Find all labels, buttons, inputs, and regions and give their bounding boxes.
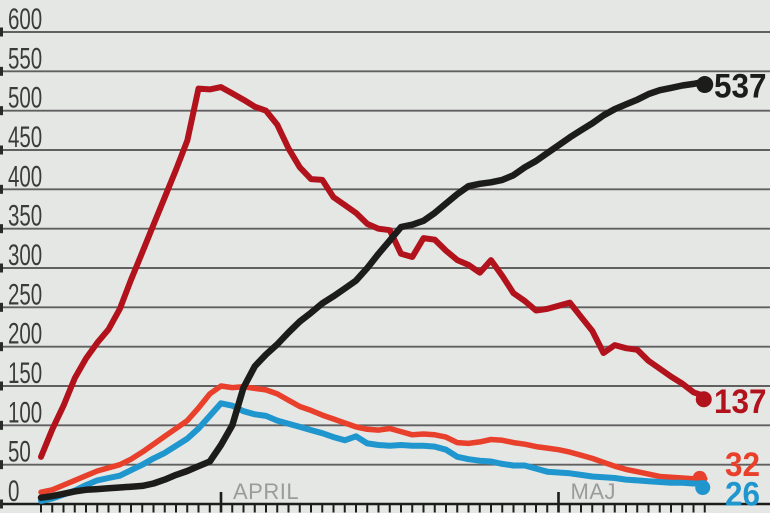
y-axis-tick (0, 184, 3, 194)
y-axis-label: 200 (8, 318, 42, 351)
series-end-dot-blue-line (695, 480, 711, 496)
series-blue-line (38, 400, 708, 504)
y-axis-tick (0, 420, 3, 430)
y-axis-label: 500 (8, 82, 42, 115)
y-axis-tick (0, 224, 3, 234)
y-axis-label: 400 (8, 160, 42, 193)
y-axis-tick (0, 263, 3, 273)
y-axis-label: 100 (8, 396, 42, 429)
y-axis-label: 250 (8, 278, 42, 311)
y-axis-tick (0, 460, 3, 470)
y-axis-label: 350 (8, 200, 42, 233)
y-axis-label: 0 (8, 475, 19, 508)
month-label-april: APRIL (233, 479, 299, 504)
y-axis-tick (0, 302, 3, 312)
y-axis-label: 550 (8, 42, 42, 75)
y-axis-tick (0, 342, 3, 352)
series-dark-red-line (38, 84, 708, 460)
y-axis-label: 50 (8, 436, 31, 469)
y-axis-tick (0, 381, 3, 391)
y-axis-tick (0, 66, 3, 76)
end-value-label-dark-red-line: 137 (714, 383, 767, 421)
y-axis-tick (0, 499, 3, 509)
month-label-maj: MAJ (571, 479, 617, 504)
series-red-line (38, 383, 708, 495)
y-axis-tick (0, 106, 3, 116)
y-axis-label: 600 (8, 3, 42, 36)
series-black-line (37, 78, 709, 501)
y-axis-label: 450 (8, 121, 42, 154)
y-axis-label: 150 (8, 357, 42, 390)
series-end-dot-dark-red-line (695, 391, 712, 408)
end-value-label-red-line: 32 (725, 446, 760, 484)
y-axis-tick (0, 27, 3, 37)
y-axis-tick (0, 145, 3, 155)
end-value-label-blue-line: 26 (725, 476, 760, 513)
series-end-dot-black-line (696, 76, 714, 94)
end-value-label-black-line: 537 (714, 68, 767, 106)
y-axis-label: 300 (8, 239, 42, 272)
